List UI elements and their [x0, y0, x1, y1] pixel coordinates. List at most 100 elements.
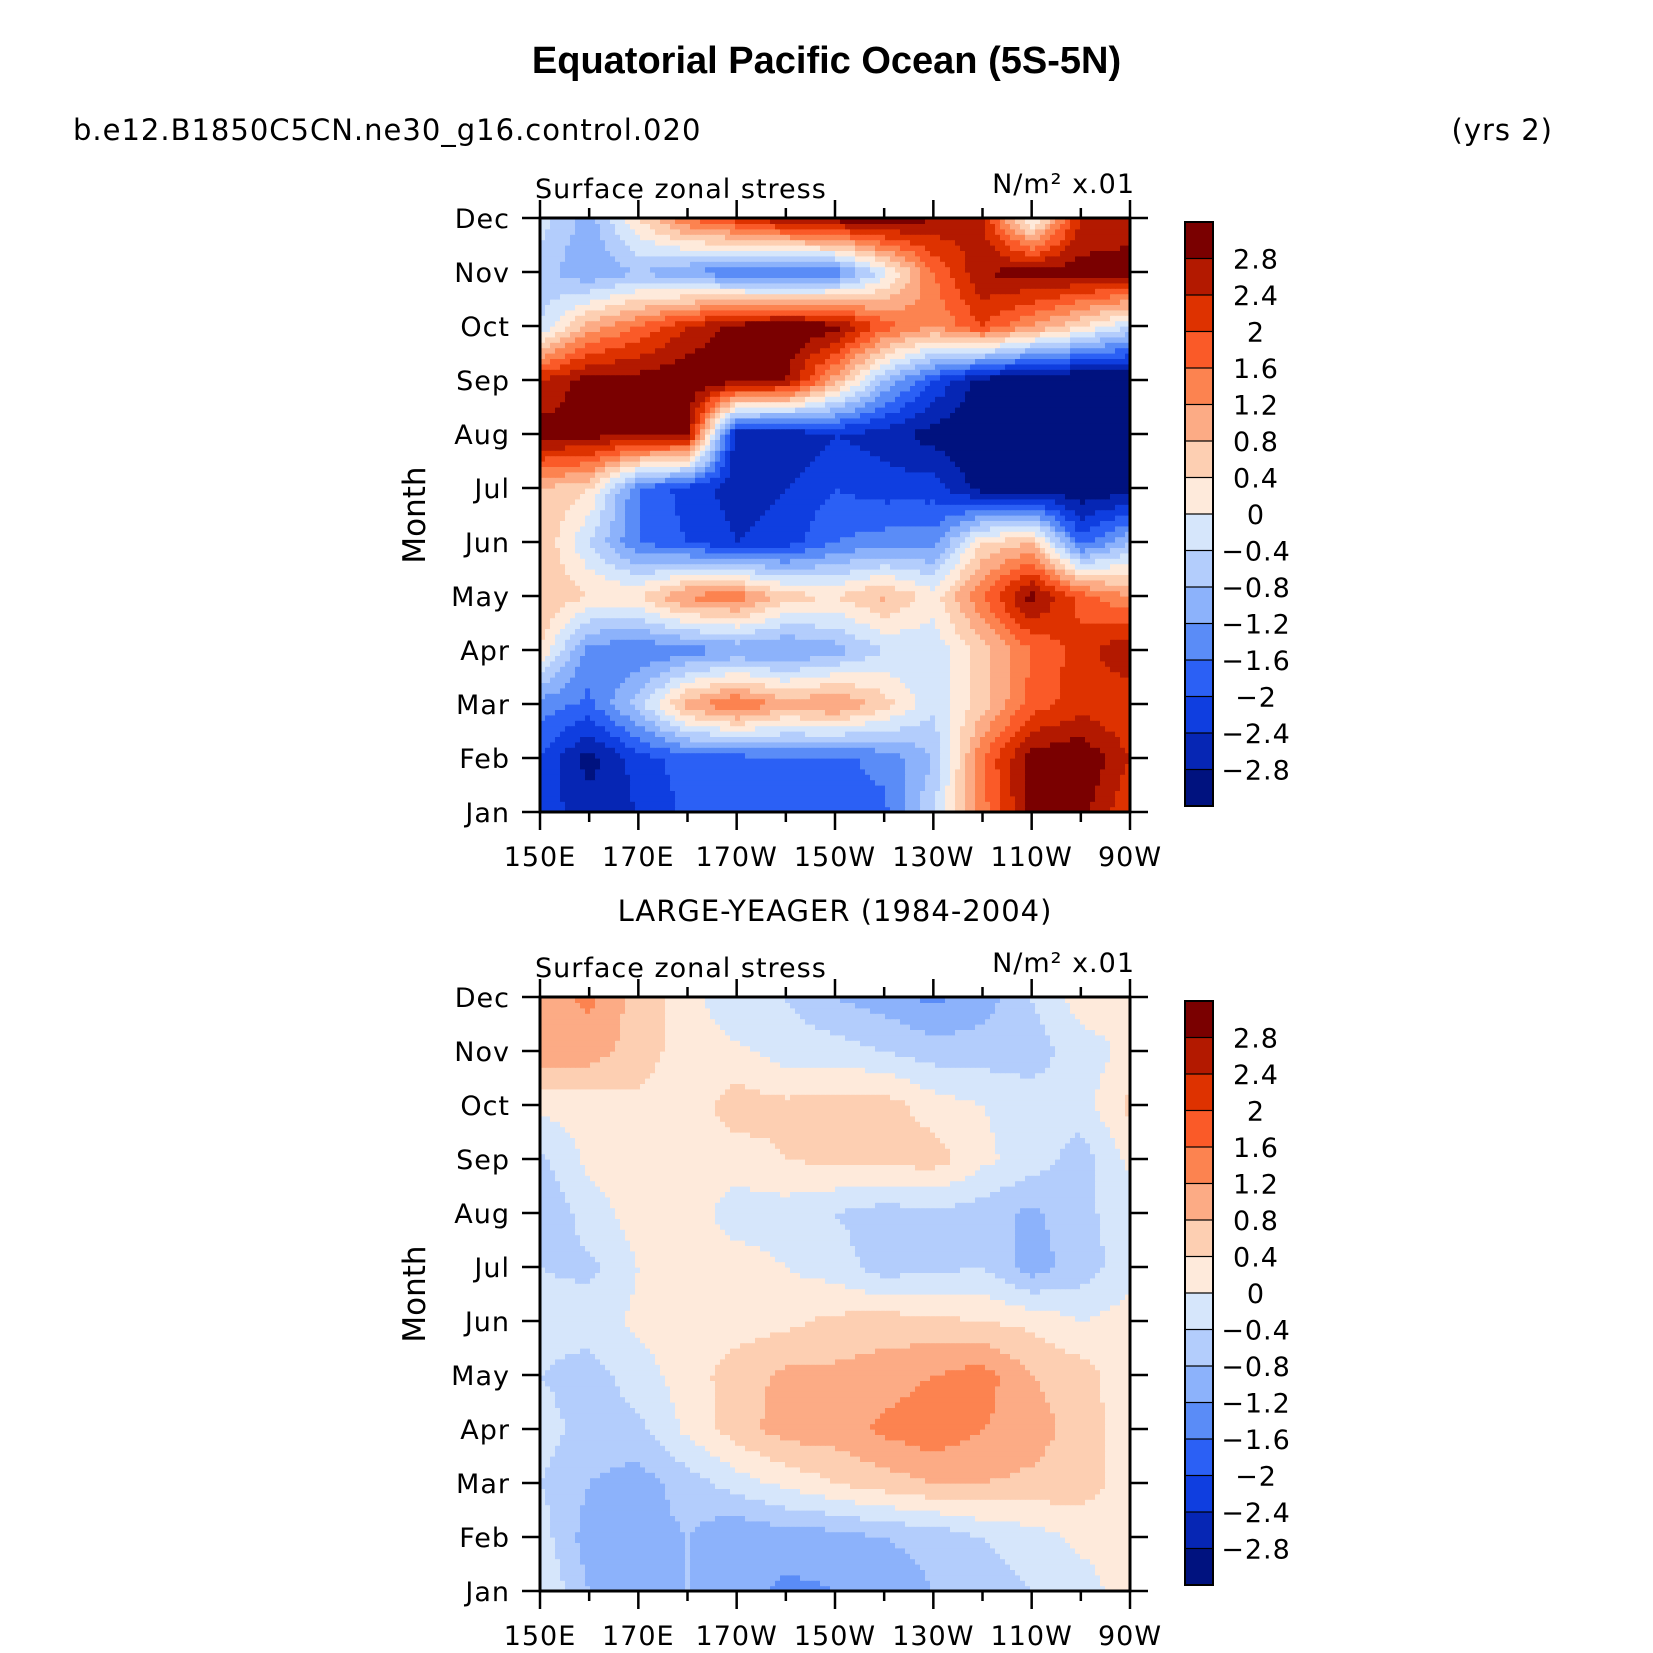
- field-cell: [1070, 606, 1076, 613]
- field-cell: [740, 606, 746, 613]
- field-cell: [970, 790, 976, 797]
- field-cell: [655, 795, 661, 802]
- field-cell: [880, 671, 886, 678]
- field-cell: [575, 768, 581, 775]
- field-cell: [790, 650, 796, 656]
- field-cell: [820, 698, 826, 705]
- field-cell: [650, 650, 656, 656]
- field-cell: [935, 785, 941, 791]
- field-cell: [1045, 633, 1051, 640]
- field-cell: [1065, 612, 1071, 619]
- field-cell: [710, 725, 716, 732]
- field-cell: [735, 779, 741, 786]
- field-cell: [875, 763, 881, 770]
- field-cell: [540, 752, 546, 759]
- field-cell: [765, 639, 771, 646]
- field-cell: [755, 779, 761, 786]
- field-cell: [1120, 650, 1126, 656]
- field-cell: [885, 677, 891, 683]
- field-cell: [1030, 671, 1036, 678]
- field-cell: [855, 671, 861, 678]
- field-cell: [1000, 617, 1006, 624]
- field-cell: [995, 682, 1001, 689]
- field-cell: [690, 758, 696, 764]
- field-cell: [865, 596, 871, 602]
- field-cell: [1080, 714, 1086, 721]
- field-cell: [550, 612, 556, 619]
- field-cell: [640, 650, 646, 656]
- field-cell: [695, 758, 701, 764]
- field-cell: [680, 617, 686, 624]
- field-cell: [870, 725, 876, 732]
- field-cell: [570, 590, 576, 597]
- field-cell: [1095, 731, 1101, 737]
- field-cell: [545, 682, 551, 689]
- field-cell: [1025, 758, 1031, 764]
- field-cell: [905, 671, 911, 678]
- field-cell: [680, 671, 686, 678]
- field-cell: [560, 644, 566, 651]
- field-cell: [890, 655, 896, 662]
- field-cell: [820, 671, 826, 678]
- field-cell: [825, 731, 831, 737]
- field-cell: [950, 790, 956, 797]
- field-cell: [655, 655, 661, 662]
- field-cell: [1090, 790, 1096, 797]
- field-cell: [840, 704, 846, 710]
- field-cell: [850, 741, 856, 748]
- field-cell: [610, 617, 616, 624]
- field-cell: [590, 763, 596, 770]
- field-cell: [635, 768, 641, 775]
- field-cell: [910, 774, 916, 781]
- field-cell: [1010, 677, 1016, 683]
- field-cell: [860, 747, 866, 754]
- field-cell: [1115, 709, 1121, 716]
- field-cell: [900, 639, 906, 646]
- field-cell: [790, 639, 796, 646]
- field-cell: [715, 763, 721, 770]
- field-cell: [955, 585, 961, 592]
- field-cell: [1085, 725, 1091, 732]
- field-cell: [950, 758, 956, 764]
- field-cell: [545, 725, 551, 732]
- field-cell: [1045, 795, 1051, 802]
- field-cell: [1020, 709, 1026, 716]
- field-cell: [615, 633, 621, 640]
- field-cell: [550, 596, 556, 602]
- field-cell: [985, 704, 991, 710]
- field-cell: [935, 596, 941, 602]
- field-cell: [970, 677, 976, 683]
- field-cell: [640, 687, 646, 694]
- field-cell: [755, 633, 761, 640]
- field-cell: [685, 682, 691, 689]
- field-cell: [700, 639, 706, 646]
- field-cell: [725, 801, 731, 808]
- field-cell: [1015, 714, 1021, 721]
- field-cell: [900, 698, 906, 705]
- field-cell: [915, 741, 921, 748]
- field-cell: [580, 736, 586, 743]
- field-cell: [1100, 650, 1106, 656]
- field-cell: [890, 682, 896, 689]
- field-cell: [980, 687, 986, 694]
- field-cell: [1095, 801, 1101, 808]
- field-cell: [1055, 671, 1061, 678]
- field-cell: [1115, 752, 1121, 759]
- field-cell: [880, 806, 886, 812]
- field-cell: [710, 628, 716, 635]
- field-cell: [835, 774, 841, 781]
- field-cell: [550, 660, 556, 667]
- field-cell: [685, 736, 691, 743]
- field-cell: [865, 617, 871, 624]
- field-cell: [885, 693, 891, 700]
- field-cell: [800, 655, 806, 662]
- field-cell: [1030, 779, 1036, 786]
- field-cell: [705, 763, 711, 770]
- field-cell: [825, 687, 831, 694]
- field-cell: [565, 758, 571, 764]
- field-cell: [995, 628, 1001, 635]
- field-cell: [1105, 671, 1111, 678]
- field-cell: [840, 752, 846, 759]
- field-cell: [725, 590, 731, 597]
- field-cell: [910, 617, 916, 624]
